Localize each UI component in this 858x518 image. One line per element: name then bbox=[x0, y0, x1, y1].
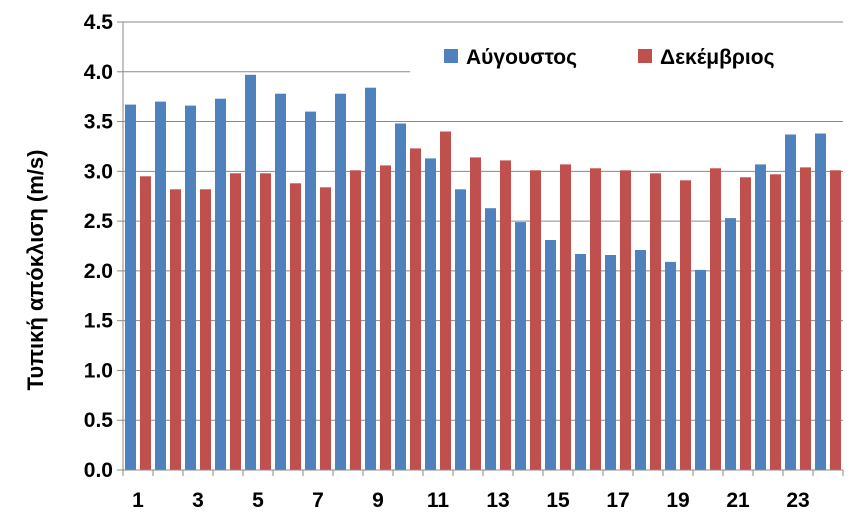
y-tick-label: 4.0 bbox=[84, 61, 113, 84]
y-tick-label: 3.0 bbox=[84, 160, 113, 183]
bar-december bbox=[350, 170, 361, 471]
bar-august bbox=[425, 158, 436, 470]
bar-december bbox=[680, 180, 691, 471]
x-tick-label: 19 bbox=[666, 489, 689, 512]
bar-december bbox=[800, 167, 811, 470]
bar-august bbox=[665, 261, 676, 470]
x-tick-label: 21 bbox=[726, 489, 750, 512]
legend-label-december: Δεκέμβριος bbox=[660, 46, 775, 69]
bar-december bbox=[170, 189, 181, 471]
y-tick-label: 1.5 bbox=[84, 310, 114, 333]
bar-december bbox=[230, 173, 241, 471]
bar-december bbox=[710, 168, 721, 471]
bar-august bbox=[725, 218, 736, 470]
bar-august bbox=[305, 111, 316, 470]
bar-august bbox=[575, 254, 586, 470]
legend-label-august: Αύγουστος bbox=[466, 46, 577, 69]
x-tick-label: 3 bbox=[192, 489, 204, 512]
y-tick-label: 2.5 bbox=[84, 210, 114, 233]
legend-swatch-august bbox=[444, 49, 458, 63]
bar-august bbox=[515, 222, 526, 470]
bars bbox=[125, 74, 841, 471]
y-tick-label: 3.5 bbox=[84, 111, 114, 134]
x-tick-label: 15 bbox=[546, 489, 570, 512]
bar-august bbox=[275, 93, 286, 470]
bar-december bbox=[260, 173, 271, 471]
x-tick-label: 13 bbox=[486, 489, 509, 512]
bar-december bbox=[530, 170, 541, 471]
bar-december bbox=[620, 170, 631, 471]
bar-august bbox=[335, 93, 346, 470]
y-tick-label: 2.0 bbox=[84, 260, 113, 283]
legend: Αύγουστος Δεκέμβριος bbox=[410, 33, 850, 83]
bar-december bbox=[440, 131, 451, 470]
x-tick-label: 23 bbox=[786, 489, 809, 512]
bar-december bbox=[650, 173, 661, 471]
y-tick-label: 0.5 bbox=[84, 409, 114, 432]
x-tick-label: 17 bbox=[606, 489, 629, 512]
axes bbox=[122, 22, 844, 476]
y-axis-title: Τυπική απόκλιση (m/s) bbox=[23, 150, 48, 391]
bar-december bbox=[140, 176, 151, 471]
bar-august bbox=[545, 240, 556, 470]
bar-august bbox=[215, 98, 226, 470]
y-tick-labels: 0.0 0.5 1.0 1.5 2.0 2.5 3.0 3.5 4.0 4.5 bbox=[84, 11, 114, 482]
x-tick-label: 1 bbox=[132, 489, 144, 512]
x-tick-label: 7 bbox=[312, 489, 324, 512]
bar-december bbox=[290, 183, 301, 471]
x-tick-label: 5 bbox=[252, 489, 264, 512]
bar-august bbox=[185, 105, 196, 470]
bar-august bbox=[365, 87, 376, 470]
bar-december bbox=[380, 165, 391, 470]
bar-august bbox=[695, 269, 706, 470]
gridlines bbox=[117, 21, 843, 471]
legend-background bbox=[410, 33, 850, 83]
x-tick-label: 11 bbox=[427, 489, 450, 512]
bar-december bbox=[560, 164, 571, 470]
bar-august bbox=[605, 255, 616, 470]
bar-august bbox=[635, 250, 646, 470]
bar-august bbox=[755, 164, 766, 470]
bar-december bbox=[200, 189, 211, 471]
legend-swatch-december bbox=[638, 49, 652, 63]
bar-august bbox=[815, 133, 826, 470]
bar-august bbox=[395, 123, 406, 470]
x-tick-labels: 1 3 5 7 9 11 13 15 17 19 21 23 bbox=[132, 489, 810, 512]
bar-august bbox=[245, 74, 256, 471]
bar-august bbox=[455, 189, 466, 471]
bar-december bbox=[500, 160, 511, 470]
bar-december bbox=[320, 187, 331, 471]
bar-december bbox=[770, 174, 781, 471]
bar-august bbox=[485, 208, 496, 470]
bar-december bbox=[590, 168, 601, 471]
bar-august bbox=[785, 134, 796, 470]
bar-december bbox=[410, 148, 421, 470]
y-tick-label: 4.5 bbox=[84, 11, 114, 34]
bar-august bbox=[125, 104, 136, 470]
bar-december bbox=[740, 177, 751, 471]
bar-december bbox=[830, 170, 841, 471]
y-tick-label: 1.0 bbox=[84, 359, 113, 382]
y-tick-label: 0.0 bbox=[84, 459, 113, 482]
x-tick-label: 9 bbox=[372, 489, 384, 512]
bar-august bbox=[155, 101, 166, 470]
bar-december bbox=[470, 157, 481, 470]
